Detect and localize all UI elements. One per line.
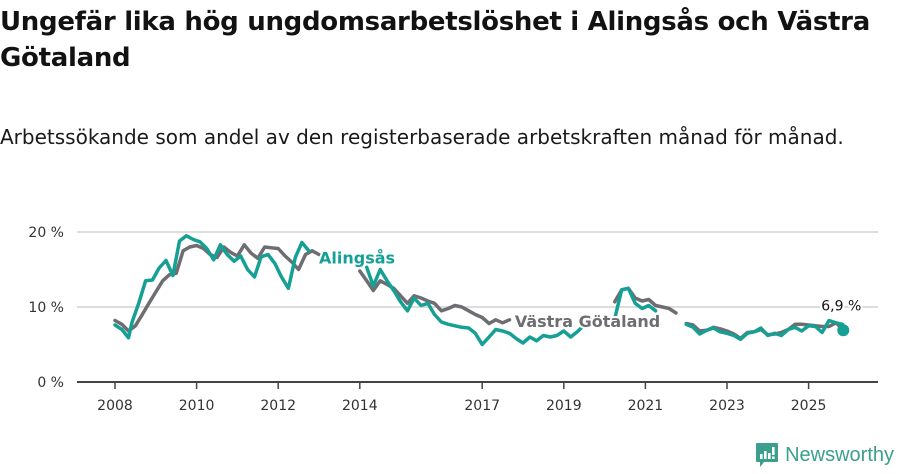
y-axis-labels: 0 % 10 % 20 % [28, 225, 64, 391]
chart-subtitle: Arbetssökande som andel av den registerb… [0, 125, 844, 149]
series-line [113, 243, 845, 341]
series-alingsas [113, 234, 848, 347]
y-tick-label: 0 % [37, 375, 64, 391]
last-value-label: 6,9 % [821, 298, 861, 314]
annotations: Alingsås Västra Götaland 6,9 % [317, 246, 863, 337]
x-tick-label: 2014 [342, 398, 378, 414]
series-inline-label: Västra Götaland [515, 312, 660, 331]
newsworthy-logo: Newsworthy [755, 442, 894, 468]
series-line [113, 234, 848, 347]
brand-name: Newsworthy [785, 443, 894, 466]
x-tick-label: 2010 [179, 398, 215, 414]
x-tick-label: 2012 [260, 398, 296, 414]
series-inline-label: Alingsås [319, 248, 395, 267]
x-tick-label: 2023 [709, 398, 745, 414]
chart-title: Ungefär lika hög ungdomsarbetslöshet i A… [0, 7, 870, 73]
x-tick-label: 2021 [628, 398, 664, 414]
x-axis-ticks: 2008 2010 2012 2014 2017 2019 2021 2023 2025 [97, 382, 826, 414]
x-tick-label: 2019 [546, 398, 582, 414]
bar-chart-speech-bubble-icon [756, 443, 779, 467]
x-tick-label: 2025 [791, 398, 827, 414]
x-tick-label: 2017 [464, 398, 500, 414]
y-tick-label: 10 % [28, 300, 64, 316]
series-vastra-gotaland [113, 243, 845, 341]
y-grid [77, 231, 878, 308]
y-tick-label: 20 % [28, 225, 64, 241]
last-value-dot [837, 324, 850, 337]
x-tick-label: 2008 [97, 398, 133, 414]
